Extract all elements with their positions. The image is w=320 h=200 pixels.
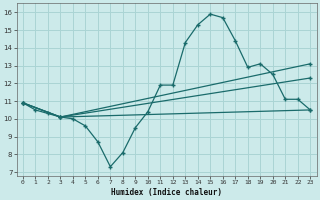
X-axis label: Humidex (Indice chaleur): Humidex (Indice chaleur) — [111, 188, 222, 197]
